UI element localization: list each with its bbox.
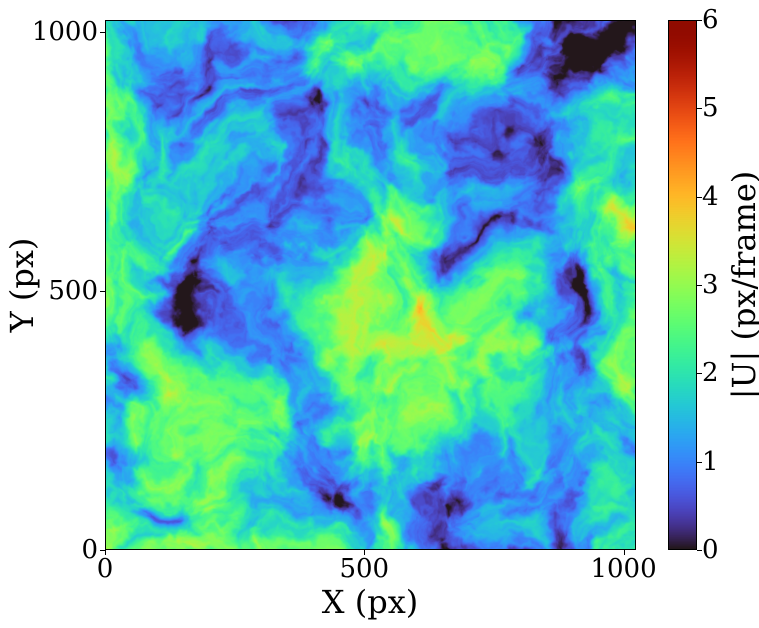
colorbar-tick-mark (697, 461, 702, 463)
x-tick-label: 0 (96, 554, 114, 584)
heatmap-plot-area (105, 20, 636, 550)
y-axis-label: Y (px) (3, 237, 41, 333)
y-tick-mark (100, 32, 105, 34)
colorbar-tick-mark (697, 196, 702, 198)
colorbar-tick-mark (697, 20, 702, 21)
colorbar-tick-label: 2 (702, 358, 719, 389)
y-tick-label: 1000 (31, 17, 98, 48)
y-tick-mark (100, 291, 105, 293)
x-tick-mark (364, 550, 366, 555)
colorbar-label: |U| (px/frame) (725, 170, 759, 400)
x-tick-label: 1000 (590, 554, 657, 584)
y-tick-label: 500 (48, 276, 98, 307)
colorbar-tick-label: 5 (702, 93, 719, 124)
colorbar-tick-label: 1 (702, 446, 719, 477)
y-tick-mark (100, 550, 105, 551)
colorbar-tick-mark (697, 108, 702, 110)
colorbar (668, 20, 697, 550)
colorbar-tick-label: 3 (702, 270, 719, 300)
velocity-magnitude-heatmap (105, 20, 636, 550)
colorbar-tick-mark (697, 373, 702, 375)
colorbar-tick-label: 0 (702, 535, 719, 565)
x-tick-mark (105, 550, 106, 555)
y-tick-label: 0 (81, 535, 98, 565)
colorbar-tick-label: 6 (702, 5, 719, 35)
colorbar-tick-label: 4 (702, 181, 719, 212)
x-tick-mark (623, 550, 625, 555)
x-axis-label: X (px) (321, 583, 419, 621)
x-tick-label: 500 (339, 554, 390, 584)
colorbar-tick-mark (697, 550, 702, 551)
colorbar-gradient (669, 21, 696, 549)
colorbar-tick-mark (697, 285, 702, 286)
